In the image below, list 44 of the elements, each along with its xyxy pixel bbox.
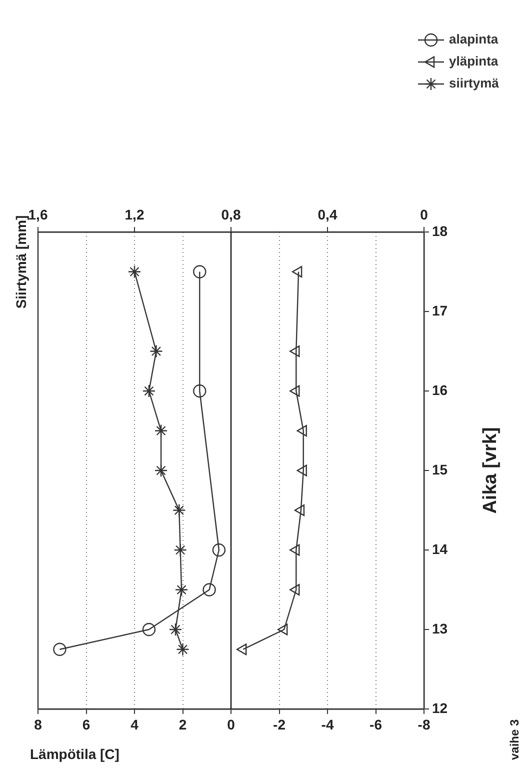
y-tick-label: 17 (432, 302, 448, 318)
point (53, 642, 66, 656)
point (290, 584, 300, 596)
legend-label: yläpinta (449, 54, 499, 69)
point (296, 424, 307, 437)
point (290, 544, 300, 556)
x-tick-label: 2 (178, 716, 187, 732)
point (212, 543, 226, 557)
point (290, 385, 300, 397)
y-tick-label: 14 (432, 540, 448, 557)
point (294, 504, 305, 516)
point (236, 644, 247, 656)
x2-tick-label: 1,6 (28, 206, 48, 222)
x-tick-label: 0 (227, 716, 236, 732)
legend-label: siirtymä (449, 76, 500, 91)
x-tick-label: 6 (82, 716, 90, 732)
text: vaihe 3 (507, 718, 522, 760)
x-tick-label: -2 (273, 716, 286, 732)
y-tick-label: 15 (432, 461, 448, 478)
y-tick-label: 13 (432, 620, 448, 636)
x-axis-title: Lämpötila [C] (30, 746, 120, 762)
x-tick-label: -4 (321, 716, 334, 732)
y-axis-title: Aika [vrk] (480, 427, 502, 514)
point (292, 266, 302, 278)
point (142, 622, 156, 636)
y-tick-label: 12 (432, 700, 448, 716)
x-tick-label: 4 (130, 716, 139, 732)
legend-label: alapinta (449, 32, 499, 47)
point (202, 583, 216, 596)
point (193, 265, 206, 278)
point (277, 624, 288, 636)
x-tick-label: 8 (34, 716, 42, 732)
x-tick-label: -6 (370, 716, 382, 732)
x2-tick-label: 0 (420, 206, 428, 222)
x2-tick-label: 0,4 (318, 206, 338, 222)
point (193, 384, 206, 398)
x2-tick-label: 1,2 (124, 206, 144, 222)
x2-axis-title: Siirtymä [mm] (12, 215, 29, 309)
x2-tick-label: 0,8 (221, 206, 241, 222)
x-tick-label: -8 (418, 716, 430, 732)
y-tick-label: 18 (432, 222, 448, 239)
point (290, 345, 300, 358)
point (296, 464, 307, 476)
y-tick-label: 16 (432, 382, 448, 398)
